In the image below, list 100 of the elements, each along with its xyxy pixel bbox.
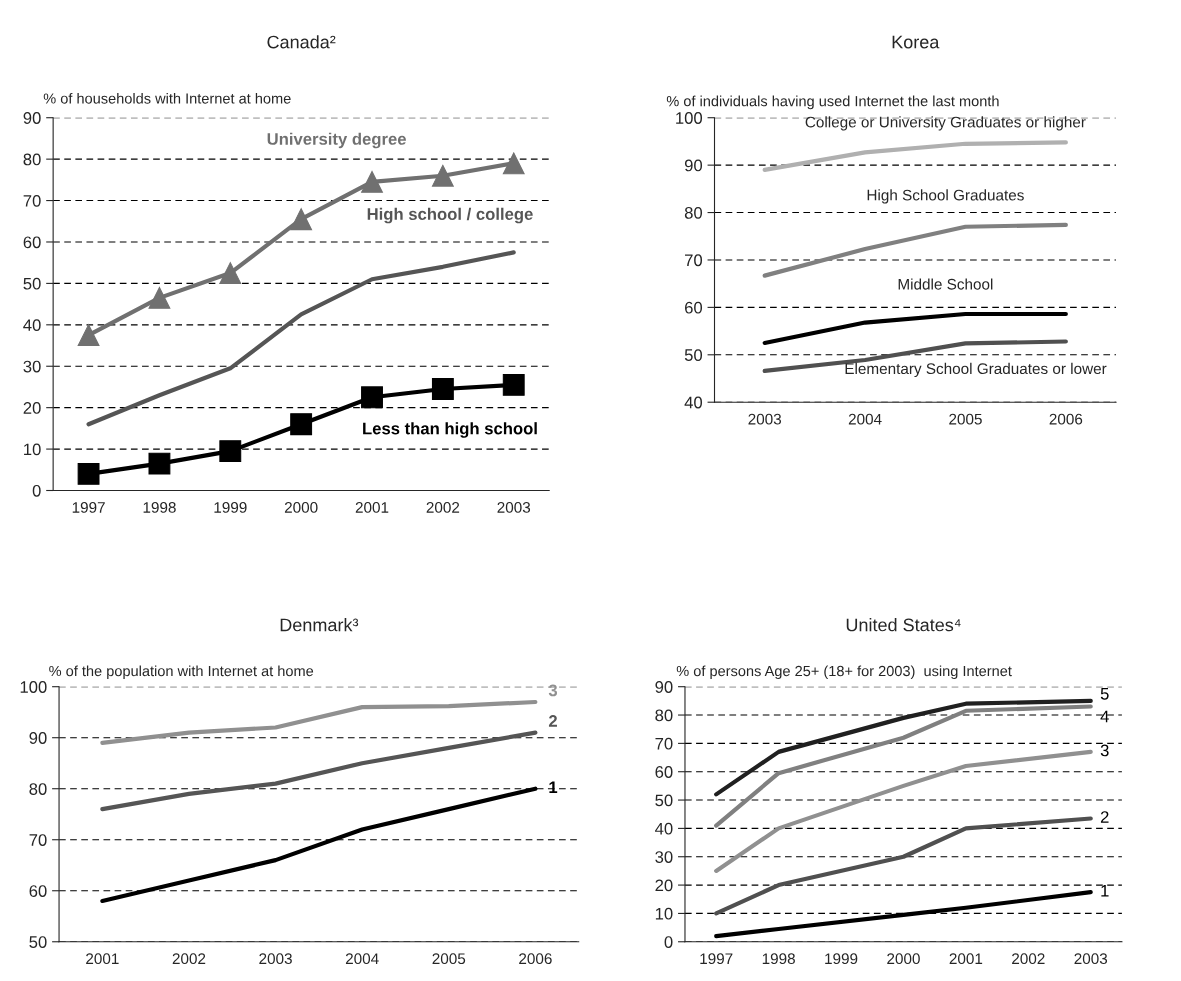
point bbox=[502, 152, 525, 175]
x-tick-label: 2005 bbox=[949, 413, 982, 425]
x-tick-label: 2002 bbox=[1012, 953, 1045, 965]
x-tick-label: 2004 bbox=[848, 413, 882, 425]
y-tick-label: 70 bbox=[29, 834, 47, 846]
line-series bbox=[714, 816, 1093, 916]
x-tick-label: 2006 bbox=[519, 953, 552, 965]
x-tick-label: 2006 bbox=[1049, 413, 1083, 425]
line-series bbox=[762, 222, 1068, 278]
series-label: 1 bbox=[1101, 885, 1109, 897]
series-label: 1 bbox=[549, 781, 558, 794]
series-label: 5 bbox=[1100, 688, 1109, 700]
point bbox=[219, 262, 242, 284]
point bbox=[361, 170, 383, 193]
x-tick-label: 2005 bbox=[432, 953, 466, 965]
text: High school / college bbox=[367, 207, 533, 224]
x-tick-label: 1998 bbox=[143, 502, 176, 513]
point bbox=[148, 286, 171, 309]
series-label: University degree bbox=[267, 132, 406, 149]
x-tick-label: 1997 bbox=[700, 953, 733, 965]
series-label: 2 bbox=[1100, 811, 1109, 823]
y-tick-label: 50 bbox=[684, 349, 703, 361]
series-label: 2 bbox=[548, 715, 557, 727]
y-tick-label: 60 bbox=[23, 236, 41, 249]
x-tick-label: 1997 bbox=[72, 502, 105, 513]
y-tick-label: 40 bbox=[684, 396, 703, 409]
x-tick-label: 2000 bbox=[284, 502, 318, 513]
y-tick-label: 70 bbox=[655, 737, 673, 750]
line-series bbox=[100, 730, 538, 812]
y-tick-label: 40 bbox=[655, 822, 673, 835]
point bbox=[290, 413, 313, 436]
y-tick-label: 90 bbox=[684, 159, 703, 172]
series-label: College or University Graduates or higher bbox=[805, 116, 1086, 131]
x-tick-label: 1998 bbox=[762, 953, 795, 965]
chart-title: Canada² bbox=[267, 35, 336, 49]
chart-title: Korea bbox=[892, 35, 940, 49]
y-tick-label: 30 bbox=[23, 360, 41, 373]
x-tick-label: 2003 bbox=[1074, 953, 1108, 965]
point bbox=[361, 386, 383, 409]
y-axis-title: % of households with Internet at home bbox=[43, 92, 291, 104]
chart-title: Denmark³ bbox=[280, 618, 359, 632]
y-tick-label: 100 bbox=[676, 112, 703, 124]
x-tick-label: 2003 bbox=[259, 953, 292, 965]
y-tick-label: 20 bbox=[655, 879, 673, 892]
y-axis-title: % of individuals having used Internet the last month bbox=[666, 95, 999, 110]
line-series bbox=[100, 699, 538, 745]
line-series bbox=[714, 749, 1093, 873]
x-tick-label: 2000 bbox=[887, 953, 920, 965]
y-tick-label: 20 bbox=[23, 402, 41, 414]
point bbox=[148, 452, 171, 475]
line-series bbox=[762, 140, 1068, 172]
y-tick-label: 50 bbox=[23, 277, 41, 290]
x-tick-label: 1999 bbox=[214, 502, 247, 513]
x-tick-label: 2001 bbox=[355, 502, 389, 513]
y-tick-label: 50 bbox=[29, 936, 47, 948]
y-tick-label: 90 bbox=[655, 681, 673, 693]
point bbox=[290, 208, 313, 231]
series-label: Less than high school bbox=[363, 422, 537, 438]
y-axis-title: % of the population with Internet at home bbox=[49, 665, 314, 680]
y-tick-label: 0 bbox=[32, 484, 41, 497]
x-tick-label: 2001 bbox=[949, 953, 983, 965]
x-tick-label: 1999 bbox=[825, 953, 858, 965]
chart-title: United States⁴ bbox=[846, 618, 961, 632]
series-label: 3 bbox=[1100, 744, 1109, 757]
y-tick-label: 60 bbox=[29, 885, 47, 897]
y-tick-label: 100 bbox=[20, 681, 47, 693]
y-tick-label: 10 bbox=[655, 907, 673, 920]
y-tick-label: 70 bbox=[23, 194, 41, 207]
point bbox=[431, 378, 454, 400]
series-label: High School Graduates bbox=[867, 189, 1024, 204]
series-label: 4 bbox=[1100, 710, 1109, 723]
series-label: 3 bbox=[548, 684, 558, 697]
y-tick-label: 40 bbox=[23, 319, 41, 332]
y-tick-label: 50 bbox=[655, 794, 673, 807]
y-tick-label: 10 bbox=[24, 443, 41, 456]
point bbox=[77, 463, 100, 485]
line-series bbox=[714, 698, 1093, 797]
point bbox=[502, 373, 525, 396]
y-tick-label: 80 bbox=[29, 783, 47, 795]
y-tick-label: 60 bbox=[655, 766, 673, 778]
y-tick-label: 80 bbox=[684, 206, 703, 219]
point bbox=[431, 164, 454, 187]
y-tick-label: 90 bbox=[29, 732, 47, 744]
line-series bbox=[714, 704, 1093, 828]
series-label: Elementary School Graduates or lower bbox=[845, 362, 1107, 378]
y-tick-label: 0 bbox=[664, 936, 673, 948]
y-axis-title: % of persons Age 25+ (18+ for 2003) using Internet bbox=[676, 665, 1012, 680]
point bbox=[77, 324, 100, 347]
x-tick-label: 2004 bbox=[345, 953, 379, 965]
y-tick-label: 80 bbox=[23, 153, 41, 166]
y-tick-label: 30 bbox=[655, 851, 673, 863]
y-tick-label: 90 bbox=[23, 112, 41, 124]
x-tick-label: 2002 bbox=[426, 502, 460, 513]
x-tick-label: 2001 bbox=[86, 953, 119, 965]
y-tick-label: 60 bbox=[685, 301, 703, 314]
x-tick-label: 2003 bbox=[497, 502, 531, 513]
series-label: Middle School bbox=[898, 278, 993, 290]
x-tick-label: 2002 bbox=[172, 953, 206, 965]
point bbox=[219, 440, 242, 463]
x-tick-label: 2003 bbox=[748, 413, 782, 425]
